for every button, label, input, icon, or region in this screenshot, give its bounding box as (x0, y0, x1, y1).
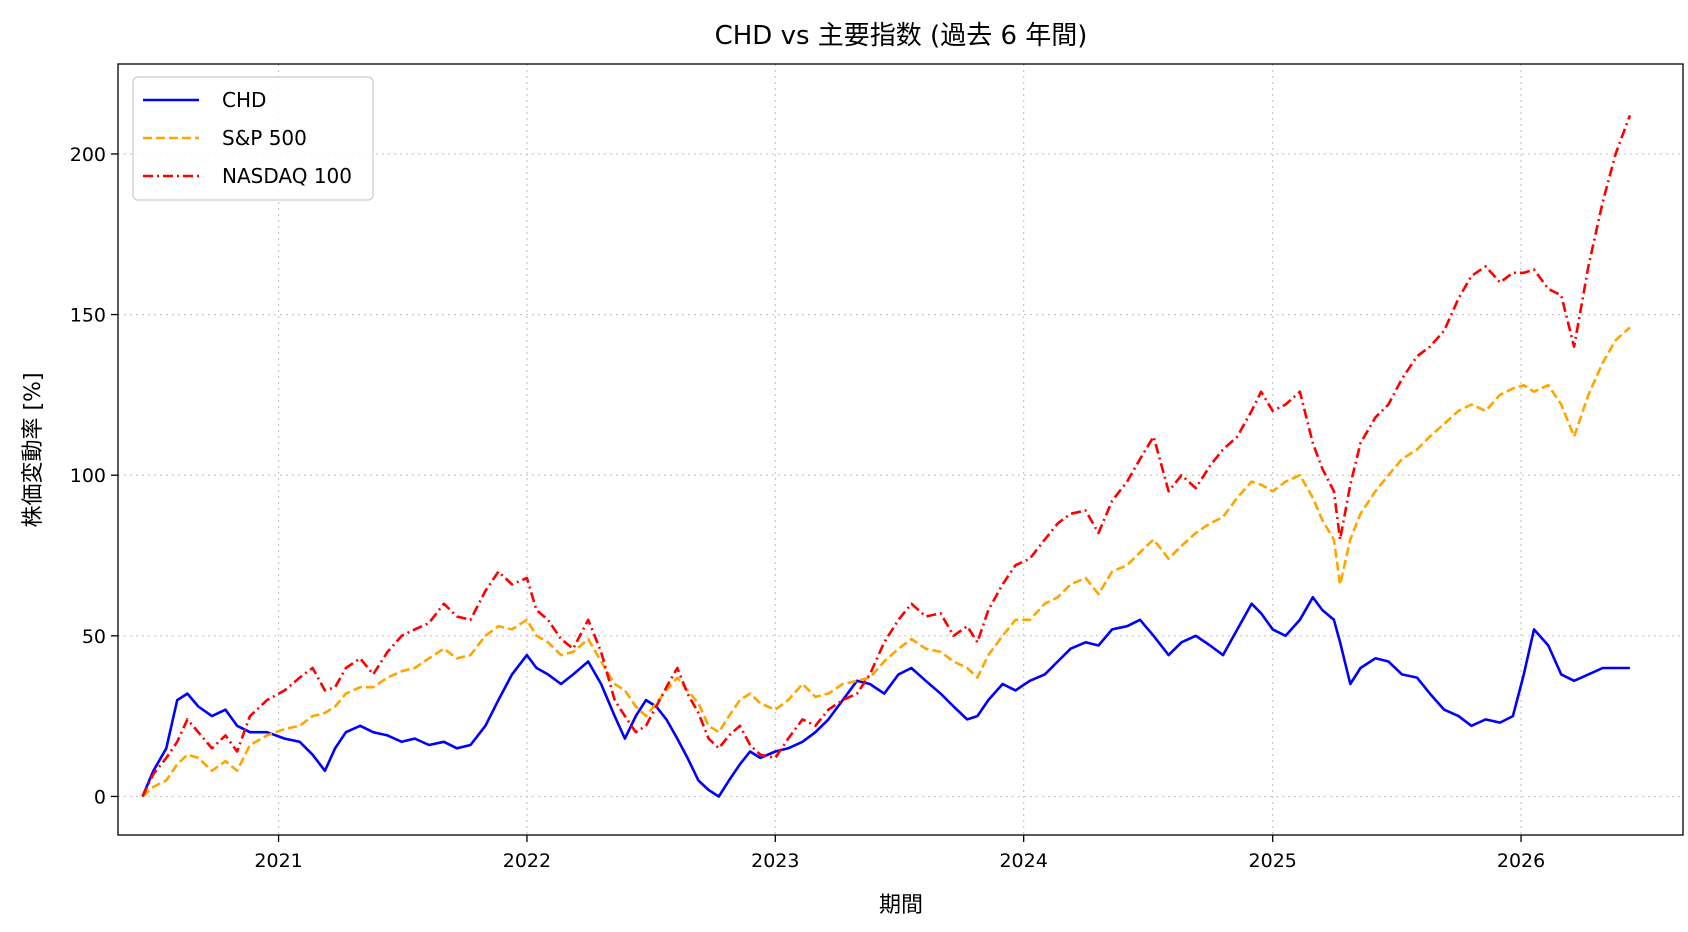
grid-lines (118, 64, 1683, 835)
chart-title: CHD vs 主要指数 (過去 6 年間) (715, 21, 1088, 51)
plot-frame (117, 63, 1684, 836)
series-line-0 (141, 596, 1630, 798)
series-lines (141, 114, 1632, 798)
y-tick-label: 150 (70, 305, 106, 327)
y-tick-label: 100 (70, 465, 106, 487)
series-line-2 (141, 114, 1632, 798)
x-tick-label: 2022 (503, 850, 551, 872)
y-tick-label: 0 (94, 786, 106, 808)
y-axis-ticks: 0 50 100 150 200 (70, 144, 118, 808)
legend-box (132, 76, 374, 201)
y-tick-label: 200 (70, 144, 106, 166)
x-tick-label: 2024 (999, 850, 1047, 872)
y-tick-label: 50 (82, 626, 106, 648)
x-axis-ticks: 2021 2022 2023 2024 2025 2026 (254, 835, 1545, 872)
legend-label: S&P 500 (222, 126, 307, 150)
series-line-1 (141, 326, 1631, 798)
legend: CHD S&P 500 NASDAQ 100 (132, 76, 374, 201)
x-tick-label: 2023 (751, 850, 799, 872)
legend-label: CHD (222, 88, 266, 112)
x-axis-label: 期間 (879, 893, 923, 918)
x-tick-label: 2026 (1497, 850, 1545, 872)
x-tick-label: 2025 (1249, 850, 1297, 872)
x-tick-label: 2021 (254, 850, 302, 872)
y-axis-label: 株価変動率 [%] (21, 372, 46, 527)
legend-label: NASDAQ 100 (222, 164, 352, 188)
